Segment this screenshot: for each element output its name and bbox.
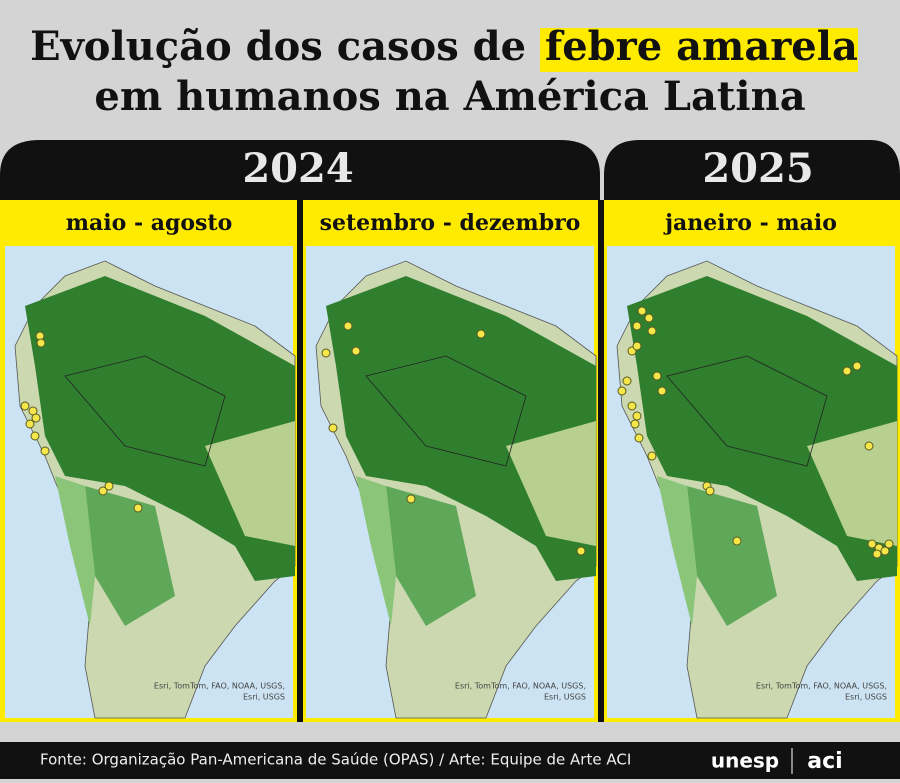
case-dot [632,321,642,331]
title: Evolução dos casos de febre amarela em h… [30,23,858,120]
case-dot [351,346,361,356]
case-dot [627,401,637,411]
period-label: setembro - dezembro [320,210,581,236]
case-dot [133,503,143,513]
case-dot [576,546,586,556]
case-dot [476,329,486,339]
case-dot [104,481,114,491]
case-dot [647,451,657,461]
title-line2: em humanos na América Latina [94,73,805,120]
case-dot [630,419,640,429]
case-dot [40,446,50,456]
case-dot [732,536,742,546]
case-dot [637,306,647,316]
map: Esri, TomTom, FAO, NOAA, USGS, Esri, USGS [4,245,296,719]
map-credit: Esri, USGS [544,693,586,702]
map-credit: Esri, TomTom, FAO, NOAA, USGS, [756,682,887,691]
case-dot [622,376,632,386]
map-base [4,245,296,719]
map: Esri, TomTom, FAO, NOAA, USGS, Esri, USGS [305,245,597,719]
period-label: janeiro - maio [663,210,837,236]
year: 2025 [702,145,813,192]
case-dot [880,546,890,556]
divider [297,200,303,722]
map-credit: Esri, USGS [845,693,887,702]
case-dot [842,366,852,376]
case-dot [867,539,877,549]
case-dot [343,321,353,331]
logo: unesp [711,749,779,773]
footer-bar [0,742,900,779]
divider [598,200,604,722]
case-dot [884,539,894,549]
case-dot [20,401,30,411]
title-highlight: febre amarela [545,23,858,70]
year-tab [0,140,600,200]
year: 2024 [242,145,353,192]
case-dot [872,549,882,559]
map-credit: Esri, USGS [243,693,285,702]
case-dot [617,386,627,396]
case-dot [634,433,644,443]
title-line1: Evolução dos casos de [30,23,540,70]
highlight [540,28,858,72]
year-tab [604,140,900,200]
map-base [305,245,597,719]
period-label: maio - agosto [66,210,233,236]
logo: aci [807,749,842,774]
case-dot [31,413,41,423]
case-dot [644,313,654,323]
case-dot [321,348,331,358]
case-dot [864,441,874,451]
case-dot [852,361,862,371]
map-credit: Esri, TomTom, FAO, NOAA, USGS, [455,682,586,691]
map-credit: Esri, TomTom, FAO, NOAA, USGS, [154,682,285,691]
map: Esri, TomTom, FAO, NOAA, USGS, Esri, USGS [606,245,898,719]
case-dot [705,486,715,496]
footer-source: Fonte: Organização Pan-Americana de Saúd… [40,751,631,769]
case-dot [328,423,338,433]
case-dot [632,341,642,351]
case-dot [406,494,416,504]
case-dot [98,486,108,496]
case-dot [647,326,657,336]
case-dot [652,371,662,381]
case-dot [30,431,40,441]
case-dot [25,419,35,429]
case-dot [36,338,46,348]
case-dot [632,411,642,421]
case-dot [657,386,667,396]
